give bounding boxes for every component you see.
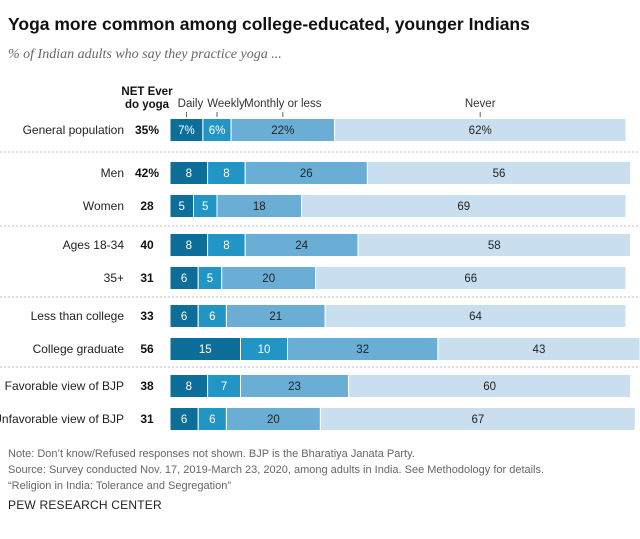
net-value: 38 <box>140 379 154 393</box>
net-value: 31 <box>140 412 154 426</box>
bar-segment-never <box>315 266 627 290</box>
net-value: 56 <box>140 342 154 356</box>
bar-value-label: 26 <box>300 168 313 180</box>
chart-title: Yoga more common among college-educated,… <box>8 14 530 34</box>
net-value: 31 <box>140 271 154 285</box>
bar-segment-never <box>357 233 632 257</box>
net-header-line2: do yoga <box>125 99 170 111</box>
row-label: Unfavorable view of BJP <box>0 412 124 426</box>
bar-segment-never <box>348 374 632 398</box>
net-value: 42% <box>135 166 159 180</box>
row-label: Ages 18-34 <box>63 238 125 252</box>
bar-value-label: 56 <box>493 168 506 180</box>
bar-value-label: 6 <box>181 414 187 426</box>
chart-subtitle: % of Indian adults who say they practice… <box>8 47 282 62</box>
bar-value-label: 6 <box>209 311 215 323</box>
bar-value-label: 8 <box>186 381 192 393</box>
bar-segment-never <box>437 337 640 361</box>
net-value: 28 <box>140 199 154 213</box>
bar-value-label: 5 <box>202 201 208 213</box>
bar-value-label: 8 <box>186 240 192 252</box>
bar-segment-never <box>319 407 636 431</box>
legend-label-never: Never <box>465 98 496 110</box>
bar-value-label: 7% <box>178 125 195 137</box>
bar-value-label: 32 <box>356 344 369 356</box>
row-label: Favorable view of BJP <box>5 379 124 393</box>
bar-value-label: 62% <box>469 125 492 137</box>
net-header-line1: NET Ever <box>121 86 173 98</box>
bar-value-label: 60 <box>483 381 496 393</box>
bar-value-label: 64 <box>469 311 482 323</box>
bar-value-label: 5 <box>207 273 213 285</box>
legend-label-monthly-or-less: Monthly or less <box>244 98 322 110</box>
bar-value-label: 20 <box>267 414 280 426</box>
row-label: 35+ <box>104 271 124 285</box>
bar-value-label: 15 <box>199 344 212 356</box>
row-label: Less than college <box>31 309 125 323</box>
bar-value-label: 20 <box>262 273 275 285</box>
bar-value-label: 6% <box>209 125 226 137</box>
bar-value-label: 7 <box>221 381 227 393</box>
chart-report: “Religion in India: Tolerance and Segreg… <box>8 480 231 492</box>
net-value: 33 <box>140 309 154 323</box>
row-label: Women <box>83 199 124 213</box>
bar-value-label: 24 <box>295 240 308 252</box>
bar-segment-never <box>366 161 632 185</box>
bar-value-label: 10 <box>258 344 271 356</box>
bar-segment-never <box>324 304 627 328</box>
chart-note: Note: Don’t know/Refused responses not s… <box>8 448 415 460</box>
chart-source: Source: Survey conducted Nov. 17, 2019-M… <box>8 464 545 476</box>
bar-value-label: 8 <box>223 168 229 180</box>
bar-value-label: 58 <box>488 240 501 252</box>
bar-value-label: 23 <box>288 381 301 393</box>
bar-value-label: 66 <box>464 273 477 285</box>
row-label: General population <box>23 123 124 137</box>
bar-value-label: 69 <box>457 201 470 213</box>
bar-value-label: 18 <box>253 201 266 213</box>
bar-value-label: 6 <box>181 311 187 323</box>
org-name: PEW RESEARCH CENTER <box>8 498 162 512</box>
legend-label-weekly: Weekly <box>207 98 245 110</box>
net-value: 40 <box>140 238 154 252</box>
bar-value-label: 8 <box>186 168 192 180</box>
bar-value-label: 6 <box>209 414 215 426</box>
row-label: College graduate <box>33 342 125 356</box>
legend-label-daily: Daily <box>178 98 204 110</box>
bar-segment-never <box>301 194 627 218</box>
bar-value-label: 43 <box>533 344 546 356</box>
bar-value-label: 21 <box>269 311 282 323</box>
bar-value-label: 67 <box>471 414 484 426</box>
net-value: 35% <box>135 123 159 137</box>
bar-value-label: 5 <box>179 201 185 213</box>
bar-value-label: 8 <box>223 240 229 252</box>
bar-value-label: 6 <box>181 273 187 285</box>
bar-segment-never <box>334 118 627 142</box>
bar-value-label: 22% <box>271 125 294 137</box>
row-label: Men <box>101 166 124 180</box>
